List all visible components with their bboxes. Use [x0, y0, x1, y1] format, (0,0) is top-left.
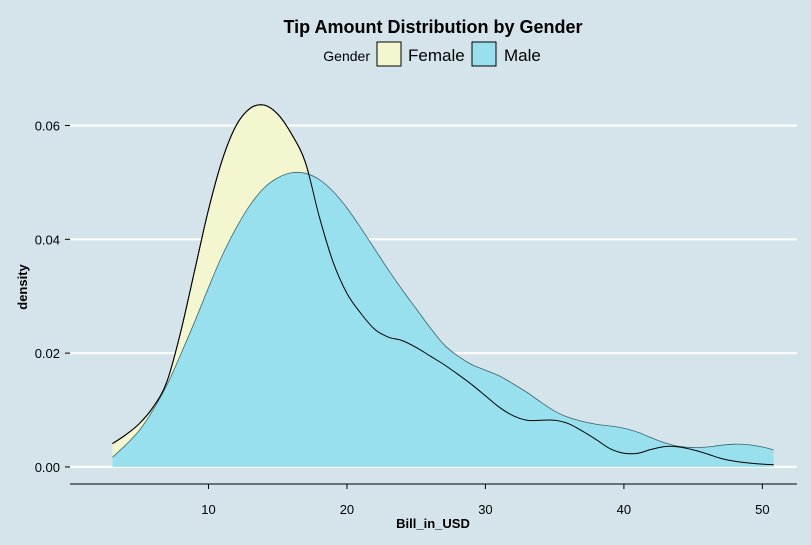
- chart-title: Tip Amount Distribution by Gender: [284, 17, 583, 37]
- legend-title: Gender: [323, 48, 370, 64]
- density-line-male: [112, 171, 774, 458]
- x-tick-label-3: 40: [617, 502, 631, 517]
- axes: 10 20 30 40 50 0.00 0.02 0.04 0.06: [35, 119, 797, 517]
- y-axis-label: density: [15, 263, 30, 309]
- density-outline-female: [112, 104, 774, 466]
- legend-label-female: Female: [408, 46, 465, 65]
- legend-key-male: [471, 41, 497, 67]
- x-tick-label-2: 30: [478, 502, 492, 517]
- legend-label-male: Male: [504, 46, 541, 65]
- density-area-male: [112, 172, 774, 467]
- legend: Gender Female Male: [323, 41, 541, 67]
- series-layer: [112, 104, 774, 467]
- x-tick-label-1: 20: [340, 502, 354, 517]
- y-tick-label-3: 0.06: [35, 119, 60, 134]
- x-tick-label-4: 50: [755, 502, 769, 517]
- y-tick-label-0: 0.00: [35, 460, 60, 475]
- x-axis-label: Bill_in_USD: [396, 516, 470, 531]
- legend-key-female: [376, 41, 402, 67]
- x-tick-label-0: 10: [201, 502, 215, 517]
- y-tick-label-1: 0.02: [35, 346, 60, 361]
- y-tick-label-2: 0.04: [35, 232, 60, 247]
